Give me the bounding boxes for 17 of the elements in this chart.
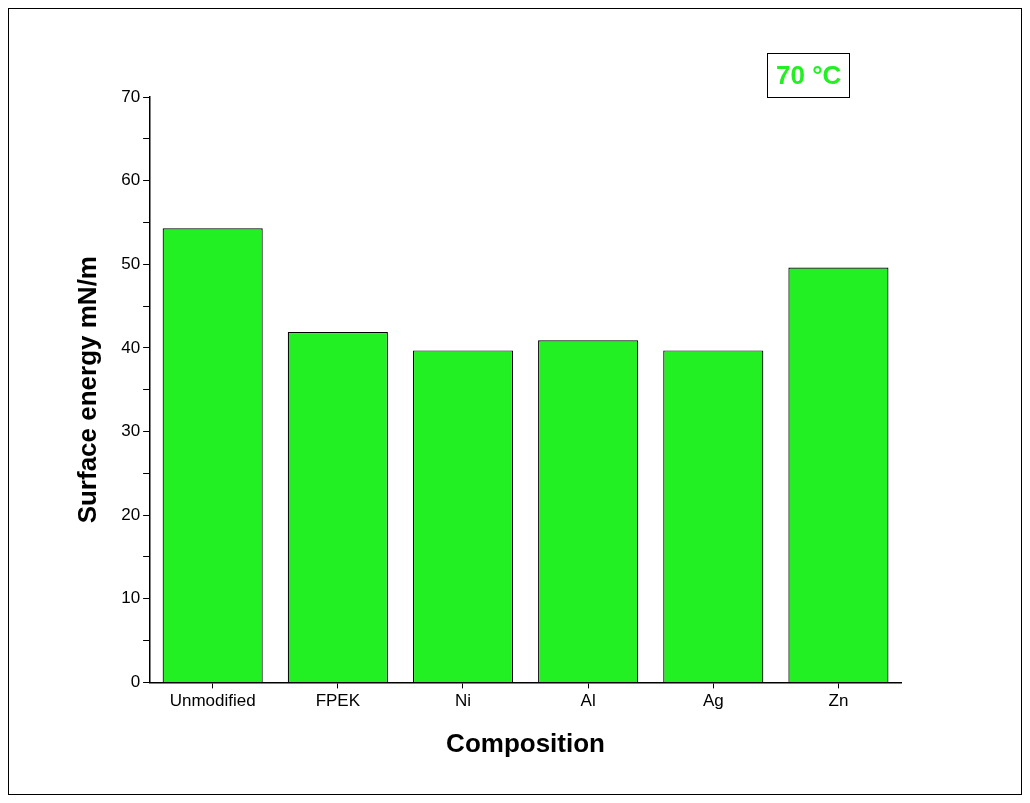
y-tick-label: 60 (121, 170, 141, 190)
y-tick-label: 20 (121, 504, 141, 524)
y-tick-label: 0 (130, 672, 141, 692)
y-tick-label: 50 (121, 253, 141, 273)
x-tick-label: Al (580, 691, 596, 711)
x-tick-label: Unmodified (169, 691, 256, 711)
y-tick-label: 70 (121, 86, 141, 106)
x-axis-title: Composition (446, 727, 605, 758)
x-tick-label: Ni (454, 691, 472, 711)
x-tick-label: Ag (702, 691, 724, 711)
y-tick-label: 40 (121, 337, 141, 357)
text: 70 °C (767, 53, 851, 98)
x-tick-label: FPEK (315, 691, 361, 711)
x-tick-label: Zn (828, 691, 849, 711)
y-axis-title: Surface energy mN/m (71, 256, 102, 524)
y-tick-label: 30 (121, 421, 141, 441)
y-tick-label: 10 (121, 588, 141, 608)
